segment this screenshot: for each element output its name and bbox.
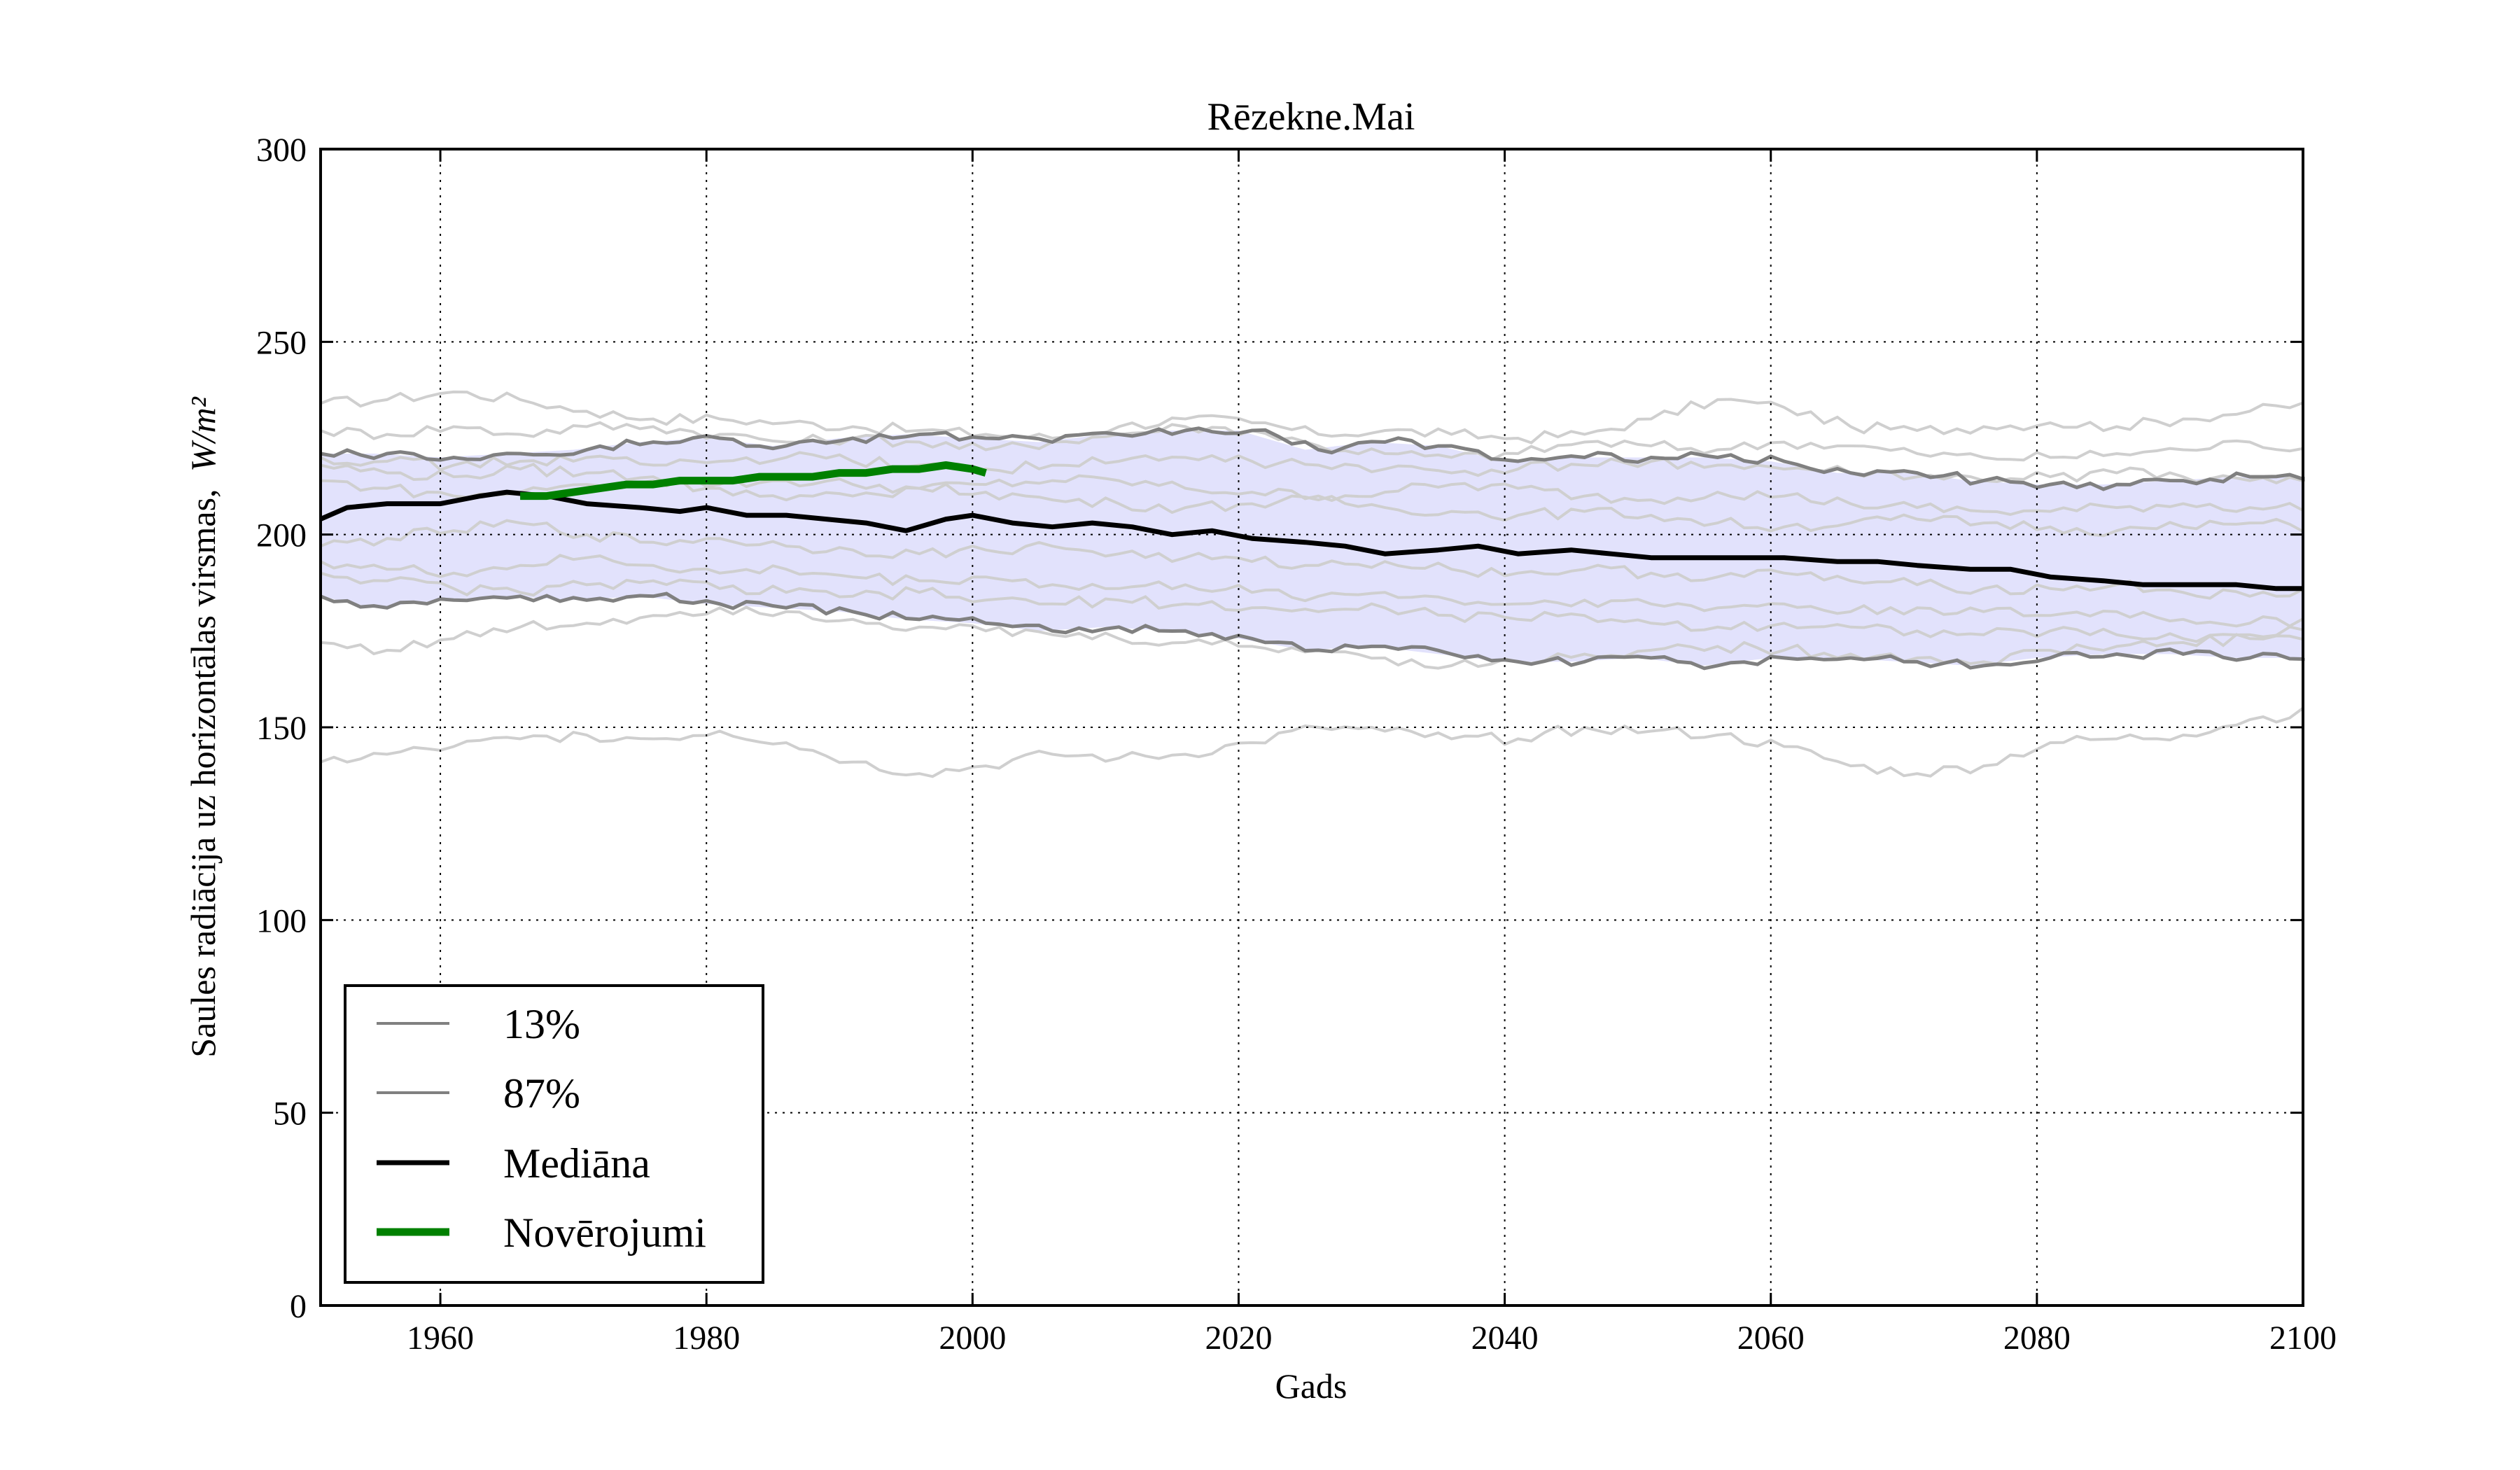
y-tick-label-50: 50 [273, 1096, 307, 1133]
legend-label-observations: Novērojumi [503, 1210, 706, 1256]
y-tick-label-0: 0 [290, 1288, 307, 1325]
y-axis-label-text: Saules radiācija uz horizontālas virsmas… [183, 489, 223, 1057]
y-axis-label: Saules radiācija uz horizontālas virsmas… [183, 396, 223, 1057]
y-tick-label-300: 300 [256, 132, 307, 169]
legend-label-87: 87% [503, 1070, 580, 1116]
legend-label-median: Mediāna [503, 1140, 650, 1186]
x-tick-label-2000: 2000 [939, 1320, 1006, 1357]
legend: 13% 87% Mediāna Novērojumi [345, 986, 763, 1282]
x-tick-label-2100: 2100 [2269, 1320, 2337, 1357]
chart-title: Rēzekne.Mai [1208, 95, 1415, 139]
chart: Rēzekne.Mai 1960 1980 2000 2020 2040 2060 2080… [0, 0, 2520, 1470]
y-tick-label-100: 100 [256, 902, 307, 939]
y-tick-label-200: 200 [256, 517, 307, 554]
x-tick-label-1980: 1980 [673, 1320, 740, 1357]
x-tick-label-2060: 2060 [1737, 1320, 1805, 1357]
y-tick-label-150: 150 [256, 710, 307, 747]
y-axis-label-units: W/m² [183, 396, 223, 472]
y-tick-label-250: 250 [256, 324, 307, 361]
x-tick-label-2040: 2040 [1471, 1320, 1539, 1357]
x-tick-label-2020: 2020 [1205, 1320, 1272, 1357]
legend-label-13: 13% [503, 1001, 580, 1047]
x-tick-label-1960: 1960 [407, 1320, 474, 1357]
x-axis-label: Gads [1275, 1366, 1348, 1406]
x-tick-label-2080: 2080 [2003, 1320, 2071, 1357]
